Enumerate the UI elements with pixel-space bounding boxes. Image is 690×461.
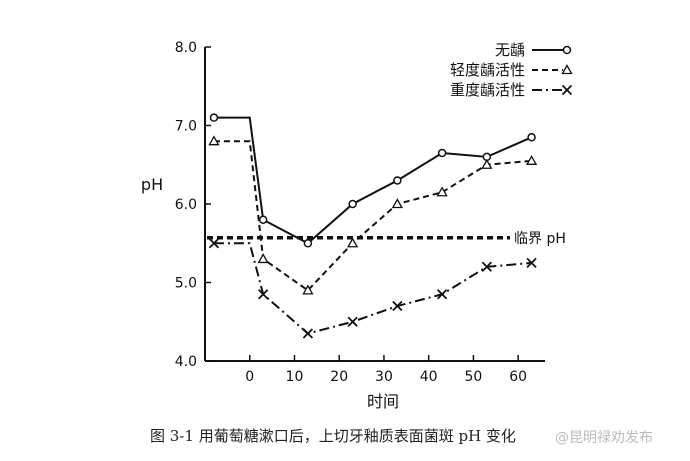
data-point [393, 176, 402, 185]
y-tick-label: 8.0 [175, 40, 197, 56]
series [209, 113, 536, 248]
y-tick-label: 5.0 [175, 276, 197, 292]
legend-label: 轻度龋活性 [450, 61, 525, 79]
watermark: @昆明禄劝发布 [555, 430, 653, 446]
data-point [392, 300, 403, 312]
series-group [208, 113, 538, 339]
data-point [436, 289, 448, 300]
data-point [437, 148, 447, 158]
y-tick-label: 6.0 [175, 197, 197, 213]
figure-caption: 图 3-1 用葡萄糖漱口后，上切牙釉质表面菌斑 pH 变化 [150, 427, 516, 445]
data-point [348, 199, 357, 209]
series [208, 238, 537, 339]
reference-line-label: 临界 pH [514, 231, 566, 247]
y-axis-label: pH [141, 175, 163, 194]
data-point [258, 289, 269, 300]
x-tick-label: 50 [465, 369, 483, 385]
data-point [208, 135, 220, 146]
legend-label: 无龋 [495, 41, 525, 59]
data-point [526, 257, 537, 269]
data-point [561, 64, 573, 75]
data-point [562, 45, 572, 55]
x-tick-label: 40 [420, 369, 438, 385]
data-point [257, 253, 269, 264]
y-tick-label: 7.0 [175, 119, 197, 135]
legend-label: 重度龋活性 [450, 81, 525, 99]
x-tick-label: 10 [286, 369, 304, 385]
data-point [347, 237, 359, 248]
data-point [481, 261, 492, 272]
y-tick-label: 4.0 [175, 354, 197, 370]
data-point [302, 328, 314, 339]
x-axis-label: 时间 [367, 392, 399, 411]
x-tick-label: 20 [330, 369, 348, 385]
series [208, 135, 538, 295]
data-point [209, 113, 219, 122]
data-point [347, 316, 358, 327]
data-point [258, 215, 268, 224]
data-point [525, 154, 538, 165]
data-point [302, 284, 314, 295]
data-point [391, 198, 403, 209]
x-tick-label: 0 [245, 369, 254, 385]
x-tick-label: 60 [509, 369, 527, 385]
axes: 4.0 5.0 6.0 7.0 8.0 0 10 20 30 40 50 60 pH 时间 [141, 40, 545, 411]
data-point [527, 133, 536, 142]
data-point [303, 239, 313, 248]
data-point [561, 84, 573, 96]
x-tick-label: 30 [375, 369, 393, 385]
data-point [208, 238, 220, 249]
data-point [481, 158, 493, 169]
data-point [436, 186, 448, 197]
